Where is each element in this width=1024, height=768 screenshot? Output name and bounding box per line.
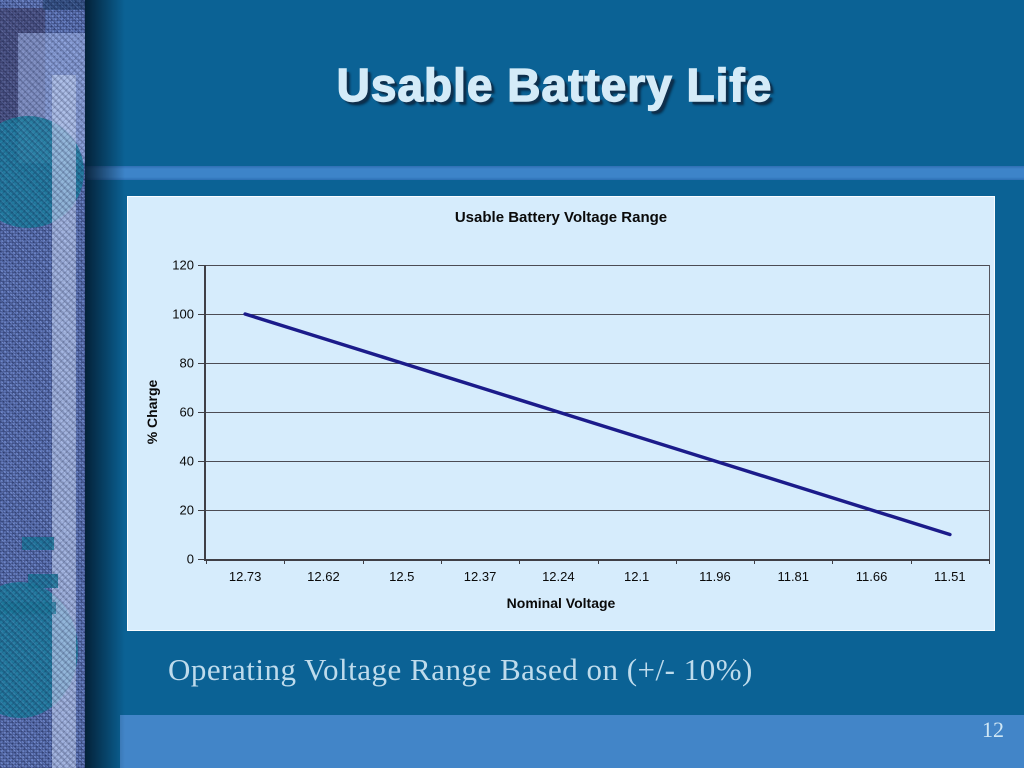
texture-teal-bar [22,537,54,550]
gridline [206,510,989,511]
y-tick-mark [198,412,205,413]
x-tick-mark [284,559,286,564]
y-tick-mark [198,265,205,266]
texture-teal-bar [0,602,56,614]
texture-teal-ellipse [0,582,78,718]
texture-light-block [18,33,85,163]
x-tick-mark [989,559,990,564]
plot-area: 0 20 40 60 80 100 120 12.73 12.62 12.5 12.37 12.24 1… [172,258,990,584]
x-tick-mark [675,559,677,564]
x-tick-label: 11.96 [699,569,731,584]
x-axis-title: Nominal Voltage [506,595,616,611]
x-tick-mark [362,559,364,564]
gridline [206,363,989,364]
x-tick-label: 12.5 [389,569,415,584]
texture-dark-block [0,8,45,123]
x-tick-label: 12.1 [623,569,650,584]
x-tick-label: 12.24 [542,569,575,584]
accent-bar [85,166,1024,180]
texture-teal-bar [28,574,58,588]
x-tick-label: 12.73 [228,569,262,584]
gridline [206,265,989,266]
y-tick-label: 100 [172,306,194,322]
gridline [206,412,989,413]
y-tick-label: 20 [179,502,194,518]
y-tick-mark [198,461,205,462]
x-tick-mark [519,559,521,564]
x-tick-mark [754,559,756,564]
x-tick-mark [910,559,912,564]
y-tick-mark [198,314,205,315]
x-tick-label: 11.51 [934,569,966,584]
x-tick-label: 12.37 [463,569,497,584]
texture-dark-corner [43,0,85,10]
gridline [206,461,989,462]
data-line [243,312,952,537]
x-tick-label: 11.81 [777,569,810,584]
y-tick-label: 60 [179,404,194,420]
x-tick-mark [440,559,442,564]
y-tick-mark [198,363,205,364]
texture-vertical-stripe [52,75,76,768]
gridline [206,314,989,315]
chart-title: Usable Battery Voltage Range [454,209,668,226]
y-tick-label: 120 [172,257,194,273]
left-texture-panel [0,0,85,768]
y-tick-label: 80 [179,355,194,371]
x-tick-mark [206,559,207,564]
x-tick-mark [832,559,834,564]
y-tick-label: 40 [179,453,194,469]
caption: Operating Voltage Range Based on (+/- 10… [168,652,753,687]
page-number: 12 [982,717,1004,742]
texture-teal-circle [0,116,84,228]
x-tick-mark [597,559,599,564]
x-tick-label: 11.66 [855,569,888,584]
y-tick-mark [198,559,205,560]
data-line-svg [243,312,952,537]
texture-shadow [85,0,125,768]
y-tick-mark [198,510,205,511]
bottom-bar: 12 [120,715,1024,768]
y-tick-label: 0 [186,551,194,567]
x-tick-label: 12.62 [307,569,340,584]
slide-title: Usable Battery Life [336,58,773,111]
